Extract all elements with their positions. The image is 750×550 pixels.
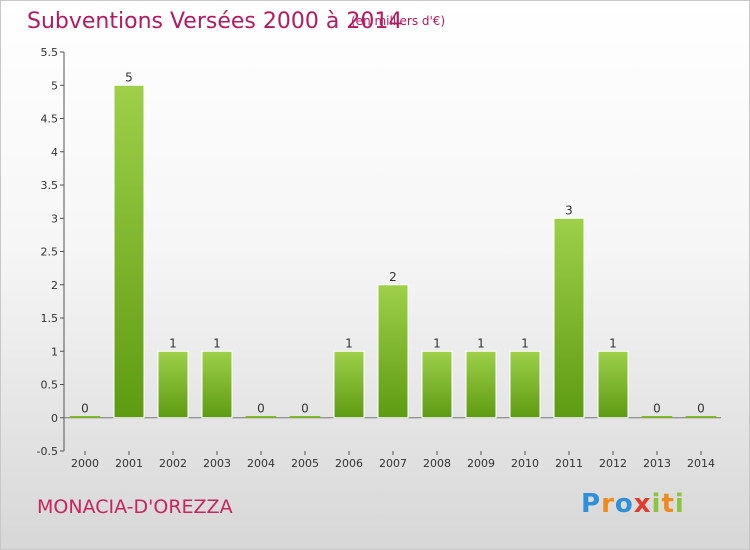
data-label-2000: 0 (81, 401, 89, 415)
chart-unit: (en milliers d'€) (351, 14, 446, 28)
data-label-2008: 1 (433, 336, 441, 350)
x-tick-label: 2002 (159, 457, 187, 470)
data-label-2005: 0 (301, 401, 309, 415)
y-tick-label: 5 (51, 79, 58, 92)
bar-2001[interactable] (113, 84, 145, 419)
bar-2004[interactable] (245, 416, 277, 418)
data-label-2003: 1 (213, 336, 221, 350)
bar-2013[interactable] (641, 416, 673, 418)
x-tick-label: 2009 (467, 457, 495, 470)
data-label-2012: 1 (609, 336, 617, 350)
bar-2003[interactable] (201, 350, 233, 419)
commune-name: MONACIA-D'OREZZA (37, 496, 233, 518)
x-tick-label: 2011 (555, 457, 583, 470)
proxiti-logo[interactable]: Proxiti (581, 489, 685, 519)
bar-2005[interactable] (289, 416, 321, 418)
x-tick-label: 2004 (247, 457, 275, 470)
x-tick-label: 2006 (335, 457, 363, 470)
data-label-2013: 0 (653, 401, 661, 415)
data-label-2009: 1 (477, 336, 485, 350)
x-tick-label: 2005 (291, 457, 319, 470)
x-tick-label: 2001 (115, 457, 143, 470)
bar-2002[interactable] (157, 350, 189, 419)
bar-2009[interactable] (465, 350, 497, 419)
chart-title: Subventions Versées 2000 à 2014 (27, 9, 403, 34)
y-tick-label: 0.5 (41, 379, 59, 392)
x-tick-label: 2000 (71, 457, 99, 470)
x-tick-label: 2013 (643, 457, 671, 470)
y-tick-label: 3.5 (41, 179, 59, 192)
bar-2008[interactable] (421, 350, 453, 419)
data-label-2014: 0 (697, 401, 705, 415)
bar-2012[interactable] (597, 350, 629, 419)
x-tick-label: 2012 (599, 457, 627, 470)
x-tick-label: 2010 (511, 457, 539, 470)
data-label-2011: 3 (565, 203, 573, 217)
y-tick-label: 3 (51, 212, 58, 225)
data-label-2001: 5 (125, 70, 133, 84)
x-tick-label: 2008 (423, 457, 451, 470)
bar-2010[interactable] (509, 350, 541, 419)
x-tick-label: 2014 (687, 457, 715, 470)
y-tick-label: 0 (51, 412, 58, 425)
bars (69, 84, 717, 419)
y-tick-label: 1 (51, 345, 58, 358)
y-tick-label: 2 (51, 279, 58, 292)
bar-2011[interactable] (553, 217, 585, 419)
data-label-2002: 1 (169, 336, 177, 350)
x-tick-label: 2007 (379, 457, 407, 470)
bar-2014[interactable] (685, 416, 717, 418)
data-label-2004: 0 (257, 401, 265, 415)
bar-2006[interactable] (333, 350, 365, 419)
y-tick-label: -0.5 (37, 445, 58, 458)
y-tick-label: 5.5 (41, 46, 59, 59)
y-tick-label: 4.5 (41, 113, 59, 126)
labels: 0 5 1 1 0 0 1 2 1 1 1 3 1 0 0 (81, 70, 705, 415)
x-tick-label: 2003 (203, 457, 231, 470)
bar-2007[interactable] (377, 284, 409, 419)
data-label-2010: 1 (521, 336, 529, 350)
data-label-2007: 2 (389, 270, 397, 284)
y-tick-label: 1.5 (41, 312, 59, 325)
y-tick-label: 4 (51, 146, 58, 159)
y-tick-label: 2.5 (41, 246, 59, 259)
data-label-2006: 1 (345, 336, 353, 350)
bar-2000[interactable] (69, 416, 101, 418)
